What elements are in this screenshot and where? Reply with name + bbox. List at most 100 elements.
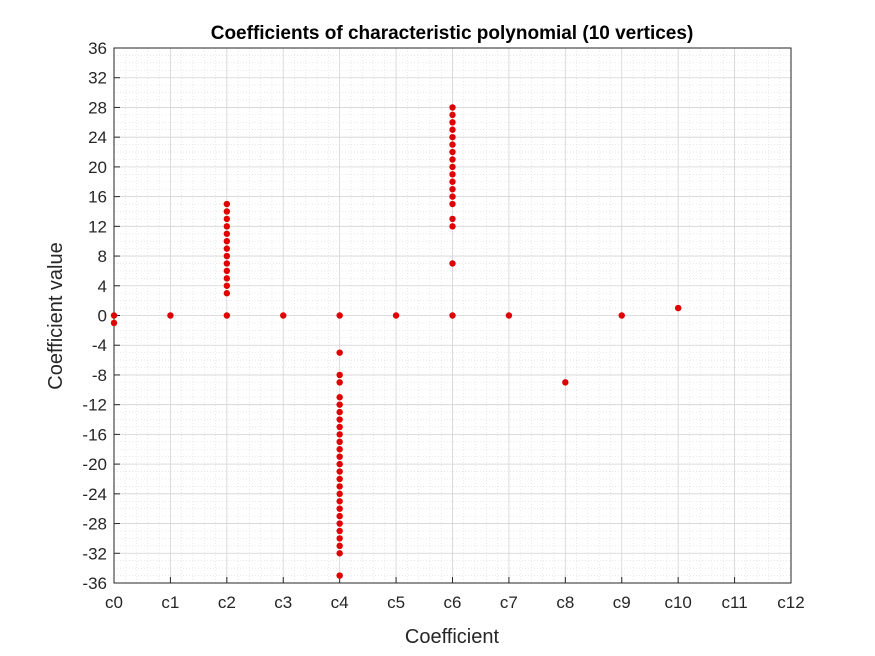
y-tick-label: -4 bbox=[92, 336, 107, 355]
data-point bbox=[167, 312, 174, 319]
data-point bbox=[336, 498, 343, 505]
data-points bbox=[110, 104, 682, 579]
data-point bbox=[336, 483, 343, 490]
y-tick-label: -32 bbox=[82, 544, 107, 563]
y-tick-label: -12 bbox=[82, 396, 107, 415]
data-point bbox=[449, 223, 456, 230]
x-tick-label: c12 bbox=[777, 593, 804, 612]
data-point bbox=[449, 178, 456, 185]
data-point bbox=[449, 200, 456, 208]
data-point bbox=[223, 252, 231, 260]
data-point bbox=[223, 223, 231, 230]
x-tick-label: c0 bbox=[105, 593, 123, 612]
y-tick-label: 8 bbox=[98, 247, 107, 266]
data-point bbox=[223, 290, 231, 297]
y-tick-label: 12 bbox=[88, 217, 107, 236]
y-tick-label: -8 bbox=[92, 366, 107, 385]
data-point bbox=[336, 535, 343, 542]
y-tick-label: -28 bbox=[82, 515, 107, 534]
data-point bbox=[223, 237, 231, 245]
data-point bbox=[336, 416, 343, 423]
data-point bbox=[449, 119, 456, 126]
x-tick-label: c10 bbox=[664, 593, 691, 612]
x-axis: c0 c1 c2 c3 c4 c5 c6 c7 c8 c9 c10 c11 c12 bbox=[105, 577, 805, 612]
data-point bbox=[336, 475, 343, 483]
data-point bbox=[336, 431, 343, 438]
chart-title: Coefficients of characteristic polynomia… bbox=[211, 23, 694, 44]
data-point bbox=[336, 438, 343, 446]
data-point bbox=[336, 505, 343, 512]
x-tick-label: c2 bbox=[218, 593, 236, 612]
y-tick-label: -36 bbox=[82, 574, 107, 593]
data-point bbox=[336, 542, 343, 550]
y-tick-label: 0 bbox=[98, 307, 107, 326]
x-tick-label: c1 bbox=[161, 593, 179, 612]
data-point bbox=[449, 215, 456, 223]
y-axis-label: Coefficient value bbox=[45, 242, 67, 390]
y-tick-label: 24 bbox=[88, 128, 107, 147]
data-point bbox=[223, 312, 231, 319]
data-point bbox=[336, 312, 343, 319]
data-point bbox=[336, 512, 343, 520]
data-point bbox=[223, 200, 231, 208]
data-point bbox=[449, 126, 456, 133]
x-tick-label: c9 bbox=[613, 593, 631, 612]
data-point bbox=[336, 379, 343, 386]
data-point bbox=[223, 245, 231, 252]
data-point bbox=[449, 111, 456, 119]
data-point bbox=[336, 490, 343, 498]
x-tick-label: c7 bbox=[500, 593, 518, 612]
x-tick-label: c8 bbox=[556, 593, 574, 612]
data-point bbox=[336, 527, 343, 535]
data-point bbox=[223, 282, 231, 289]
data-point bbox=[336, 423, 343, 431]
data-point bbox=[223, 215, 231, 223]
y-tick-label: 20 bbox=[88, 158, 107, 177]
data-point bbox=[449, 156, 456, 163]
data-point bbox=[618, 312, 625, 319]
data-point bbox=[449, 312, 456, 319]
data-point bbox=[336, 394, 343, 401]
data-point bbox=[336, 371, 343, 379]
data-point bbox=[280, 312, 287, 319]
x-tick-label: c3 bbox=[274, 593, 292, 612]
data-point bbox=[449, 185, 456, 193]
y-tick-label: 28 bbox=[88, 98, 107, 117]
x-tick-label: c4 bbox=[331, 593, 349, 612]
data-point bbox=[336, 468, 343, 475]
data-point bbox=[223, 208, 231, 215]
data-point bbox=[223, 275, 231, 282]
data-point bbox=[110, 319, 118, 327]
data-point bbox=[505, 312, 513, 319]
y-tick-label: 16 bbox=[88, 188, 107, 207]
data-point bbox=[449, 141, 456, 148]
y-tick-label: 36 bbox=[88, 39, 107, 58]
data-point bbox=[392, 312, 400, 319]
data-point bbox=[336, 349, 343, 356]
y-tick-label: -16 bbox=[82, 425, 107, 444]
x-tick-label: c5 bbox=[387, 593, 405, 612]
y-tick-label: -20 bbox=[82, 455, 107, 474]
y-tick-label: 32 bbox=[88, 69, 107, 88]
data-point bbox=[336, 520, 343, 527]
data-point bbox=[562, 379, 569, 386]
data-point bbox=[674, 304, 682, 312]
data-point bbox=[336, 460, 343, 468]
x-axis-label: Coefficient bbox=[405, 626, 500, 648]
x-tick-label: c11 bbox=[722, 593, 748, 612]
x-tick-label: c6 bbox=[444, 593, 462, 612]
data-point bbox=[336, 453, 343, 460]
data-point bbox=[223, 267, 231, 275]
y-axis: 36 32 28 24 20 16 12 8 4 0 -4 -8 -12 -16 -20 -24 -28 -32 -… bbox=[82, 39, 120, 593]
data-point bbox=[223, 260, 231, 267]
data-point bbox=[336, 446, 343, 453]
data-point bbox=[336, 572, 343, 579]
data-point bbox=[336, 408, 343, 416]
data-point bbox=[223, 230, 231, 237]
y-tick-label: -24 bbox=[82, 485, 107, 504]
data-point bbox=[449, 148, 456, 156]
data-point bbox=[449, 260, 456, 267]
data-point bbox=[449, 133, 456, 141]
data-point bbox=[449, 171, 456, 178]
